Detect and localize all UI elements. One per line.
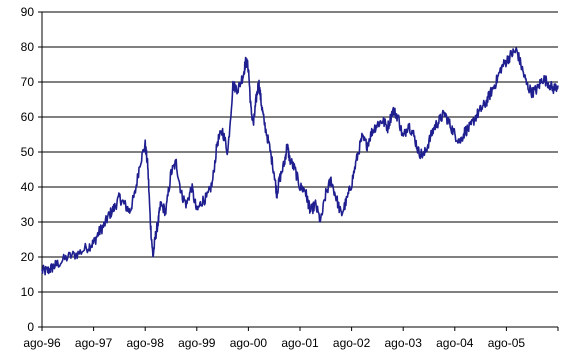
y-tick-label: 70 bbox=[21, 75, 35, 89]
x-tick-label: ago-99 bbox=[178, 336, 216, 350]
y-tick-label: 40 bbox=[21, 180, 35, 194]
x-tick-label: ago-98 bbox=[127, 336, 165, 350]
x-tick-label: ago-02 bbox=[333, 336, 371, 350]
y-tick-label: 80 bbox=[21, 40, 35, 54]
series-line-0 bbox=[41, 47, 559, 276]
y-tick-label: 0 bbox=[27, 320, 34, 334]
y-tick-label: 30 bbox=[21, 215, 35, 229]
series-layer bbox=[41, 47, 559, 276]
y-tick-label: 90 bbox=[21, 5, 35, 19]
y-tick-label: 20 bbox=[21, 250, 35, 264]
y-tick-label: 10 bbox=[21, 285, 35, 299]
x-tick-label: ago-03 bbox=[385, 336, 423, 350]
x-tick-label: ago-00 bbox=[230, 336, 268, 350]
gridlines bbox=[42, 11, 558, 293]
y-tick-label: 60 bbox=[21, 110, 35, 124]
axes bbox=[38, 11, 559, 331]
y-tick-label: 50 bbox=[21, 145, 35, 159]
x-tick-label: ago-01 bbox=[281, 336, 319, 350]
x-tick-label: ago-05 bbox=[488, 336, 526, 350]
x-tick-label: ago-96 bbox=[23, 336, 61, 350]
x-tick-label: ago-97 bbox=[75, 336, 113, 350]
x-tick-label: ago-04 bbox=[436, 336, 474, 350]
tick-labels: 0 10 20 30 40 50 60 70 80 90 ago-96 ago-97 ago-98 ago… bbox=[21, 5, 526, 350]
